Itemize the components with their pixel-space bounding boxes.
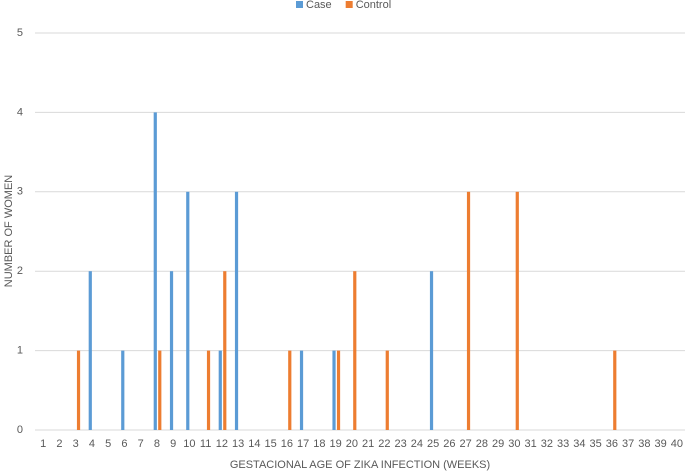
x-tick-label: 3 bbox=[73, 438, 79, 450]
x-tick-label: 35 bbox=[590, 438, 602, 450]
bar bbox=[515, 191, 519, 430]
bar bbox=[613, 350, 617, 430]
bar bbox=[332, 350, 336, 430]
x-tick-label: 4 bbox=[89, 438, 95, 450]
x-tick-label: 37 bbox=[622, 438, 634, 450]
x-tick-label: 6 bbox=[121, 438, 127, 450]
x-tick-label: 26 bbox=[443, 438, 455, 450]
y-tick-label: 5 bbox=[17, 27, 23, 39]
bar bbox=[76, 350, 81, 430]
x-tick-label: 32 bbox=[541, 438, 553, 450]
bar bbox=[121, 350, 125, 430]
bar bbox=[288, 350, 292, 430]
x-tick-label: 7 bbox=[138, 438, 144, 450]
y-axis-label: NUMBER OF WOMEN bbox=[3, 175, 15, 287]
x-tick-label: 5 bbox=[105, 438, 111, 450]
x-tick-label: 16 bbox=[281, 438, 293, 450]
bar bbox=[153, 112, 157, 431]
x-tick-label: 22 bbox=[378, 438, 390, 450]
y-tick-label: 1 bbox=[17, 345, 23, 357]
bar bbox=[385, 350, 389, 430]
legend-label: Case bbox=[306, 0, 332, 11]
x-tick-label: 13 bbox=[232, 438, 244, 450]
bar bbox=[429, 271, 434, 430]
y-tick-label: 0 bbox=[17, 424, 23, 436]
x-tick-label: 1 bbox=[40, 438, 46, 450]
x-tick-label: 39 bbox=[655, 438, 667, 450]
x-tick-label: 10 bbox=[183, 438, 195, 450]
x-tick-label: 19 bbox=[330, 438, 342, 450]
x-tick-label: 14 bbox=[248, 438, 260, 450]
x-tick-label: 20 bbox=[346, 438, 358, 450]
x-tick-label: 40 bbox=[671, 438, 683, 450]
x-tick-label: 25 bbox=[427, 438, 439, 450]
legend-swatch bbox=[296, 1, 303, 8]
bar bbox=[234, 191, 239, 430]
x-tick-label: 8 bbox=[154, 438, 160, 450]
x-tick-label: 15 bbox=[265, 438, 277, 450]
bar bbox=[158, 350, 162, 430]
bar bbox=[336, 350, 341, 430]
bar bbox=[206, 350, 211, 430]
x-tick-label: 31 bbox=[525, 438, 537, 450]
y-tick-label: 3 bbox=[17, 186, 23, 198]
x-tick-label: 38 bbox=[638, 438, 650, 450]
bar bbox=[169, 271, 174, 430]
x-tick-label: 29 bbox=[492, 438, 504, 450]
bar bbox=[186, 191, 190, 430]
x-tick-label: 9 bbox=[170, 438, 176, 450]
x-tick-label: 2 bbox=[56, 438, 62, 450]
y-tick-label: 2 bbox=[17, 265, 23, 277]
legend-label: Control bbox=[356, 0, 391, 11]
x-tick-label: 28 bbox=[476, 438, 488, 450]
x-tick-label: 18 bbox=[313, 438, 325, 450]
x-tick-label: 21 bbox=[362, 438, 374, 450]
x-axis-label: GESTACIONAL AGE OF ZIKA INFECTION (WEEKS… bbox=[230, 459, 490, 471]
bar bbox=[353, 271, 357, 430]
bar bbox=[223, 271, 227, 430]
legend-swatch bbox=[345, 1, 353, 8]
bar bbox=[466, 191, 471, 430]
x-tick-label: 33 bbox=[557, 438, 569, 450]
x-tick-label: 36 bbox=[606, 438, 618, 450]
x-tick-label: 30 bbox=[508, 438, 520, 450]
x-tick-label: 34 bbox=[573, 438, 585, 450]
bar bbox=[299, 350, 304, 430]
x-tick-label: 24 bbox=[411, 438, 423, 450]
bar bbox=[88, 271, 92, 430]
x-tick-label: 23 bbox=[395, 438, 407, 450]
x-tick-label: 17 bbox=[297, 438, 309, 450]
x-tick-label: 12 bbox=[216, 438, 228, 450]
bar bbox=[218, 350, 222, 430]
x-tick-label: 27 bbox=[460, 438, 472, 450]
y-tick-label: 4 bbox=[17, 106, 23, 118]
x-tick-label: 11 bbox=[200, 438, 211, 450]
